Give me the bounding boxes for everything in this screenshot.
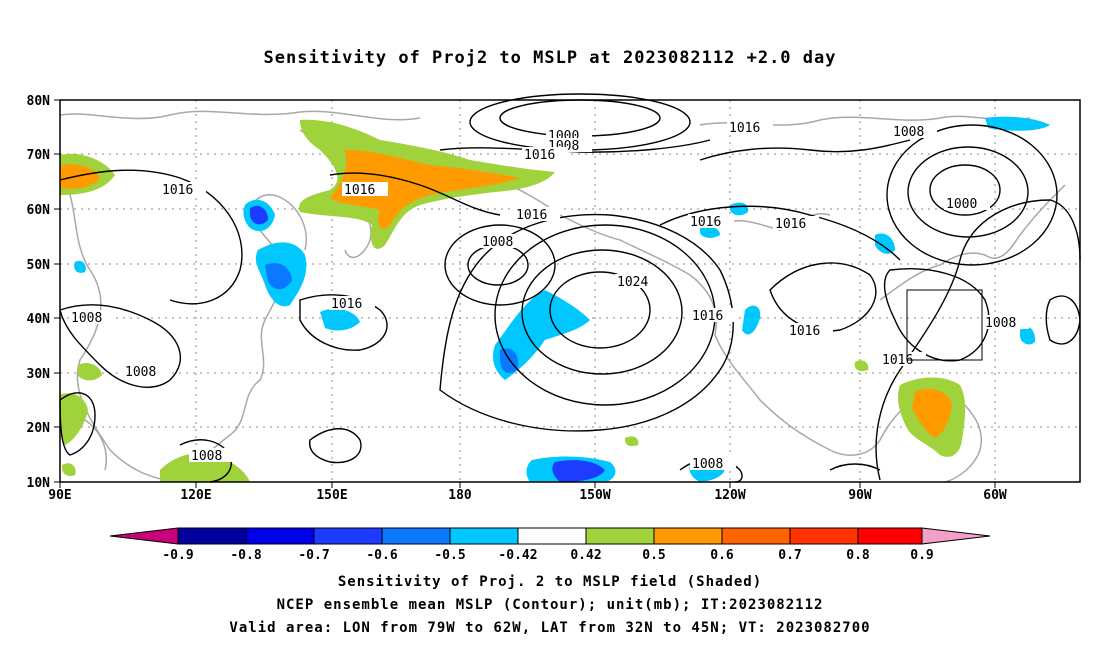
lat-tick-label: 40N: [27, 312, 51, 327]
lat-tick-label: 60N: [27, 203, 51, 218]
contour-label: 1008: [71, 311, 102, 326]
colorbar-swatch: [586, 528, 654, 544]
colorbar-label: 0.7: [778, 548, 801, 563]
lon-tick-label: 90E: [48, 488, 71, 503]
colorbar-swatch: [858, 528, 922, 544]
map-border: [59, 99, 1081, 483]
contour-label: 1016: [524, 148, 555, 163]
colorbar: -0.9 -0.8 -0.7 -0.6 -0.5 -0.42 0.42 0.5 …: [109, 527, 991, 563]
lon-tick-label: 120E: [180, 488, 211, 503]
contour-label: 1016: [344, 183, 375, 198]
colorbar-swatch: [654, 528, 722, 544]
colorbar-label: 0.5: [642, 548, 665, 563]
lon-tick-label: 60W: [983, 488, 1007, 503]
lat-tick-label: 50N: [27, 258, 51, 273]
latitude-labels: 80N 70N 60N 50N 40N 30N 20N 10N: [27, 94, 51, 491]
grid-lines: [60, 100, 1080, 482]
contour-label: 1008: [692, 457, 723, 472]
contour-label: 1016: [789, 324, 820, 339]
longitude-labels: 90E 120E 150E 180 150W 120W 90W 60W: [48, 488, 1007, 503]
contour-label: 1008: [985, 316, 1016, 331]
lon-tick-label: 90W: [848, 488, 872, 503]
contour-label: 1008: [482, 235, 513, 250]
colorbar-label: -0.6: [366, 548, 397, 563]
lon-tick-label: 150E: [316, 488, 347, 503]
contour-label: 1016: [692, 309, 723, 324]
contour-label: 1008: [893, 125, 924, 140]
lat-tick-label: 80N: [27, 94, 51, 109]
contour-label: 1016: [162, 183, 193, 198]
caption-line-2: NCEP ensemble mean MSLP (Contour); unit(…: [276, 597, 824, 613]
contour-label: 1024: [617, 275, 648, 290]
contour-label: 1008: [125, 365, 156, 380]
colorbar-swatch: [450, 528, 518, 544]
lat-tick-label: 10N: [27, 476, 51, 491]
lon-tick-label: 120W: [714, 488, 745, 503]
colorbar-swatch: [518, 528, 586, 544]
lon-tick-label: 150W: [579, 488, 610, 503]
contour-labels: 1000 1008 1016 1016 1008 1016 1016 1008 …: [69, 120, 1029, 472]
colorbar-high-arrow: [922, 528, 990, 544]
contour-label: 1016: [331, 297, 362, 312]
colorbar-label: 0.6: [710, 548, 734, 563]
contour-label: 1016: [516, 208, 547, 223]
lat-tick-label: 20N: [27, 421, 51, 436]
colorbar-label: -0.5: [434, 548, 465, 563]
colorbar-label: 0.9: [910, 548, 933, 563]
lat-tick-label: 30N: [27, 367, 51, 382]
colorbar-label: -0.7: [298, 548, 329, 563]
contour-label: 1016: [775, 217, 806, 232]
valid-area-box: [906, 289, 983, 361]
lon-tick-label: 180: [448, 488, 472, 503]
colorbar-swatch: [178, 528, 246, 544]
colorbar-low-arrow: [110, 528, 178, 544]
colorbar-swatch: [790, 528, 858, 544]
colorbar-label: 0.8: [846, 548, 870, 563]
caption-line-3: Valid area: LON from 79W to 62W, LAT fro…: [229, 620, 871, 636]
map-title: Sensitivity of Proj2 to MSLP at 20230821…: [263, 48, 837, 68]
contour-label: 1016: [882, 353, 913, 368]
contour-label: 1016: [690, 215, 721, 230]
colorbar-swatch: [314, 528, 382, 544]
colorbar-label: -0.42: [498, 548, 537, 563]
caption-line-1: Sensitivity of Proj. 2 to MSLP field (Sh…: [337, 574, 763, 590]
sensitivity-shading: [60, 116, 1050, 482]
contour-label: 1016: [729, 121, 760, 136]
contour-label: 1000: [946, 197, 977, 212]
colorbar-swatch: [246, 528, 314, 544]
lat-tick-label: 70N: [27, 148, 51, 163]
colorbar-swatch: [722, 528, 790, 544]
tick-marks: [54, 99, 996, 488]
colorbar-label: 0.42: [570, 548, 601, 563]
colorbar-label: -0.9: [162, 548, 193, 563]
colorbar-swatch: [382, 528, 450, 544]
colorbar-label: -0.8: [230, 548, 261, 563]
contour-label: 1008: [191, 449, 222, 464]
